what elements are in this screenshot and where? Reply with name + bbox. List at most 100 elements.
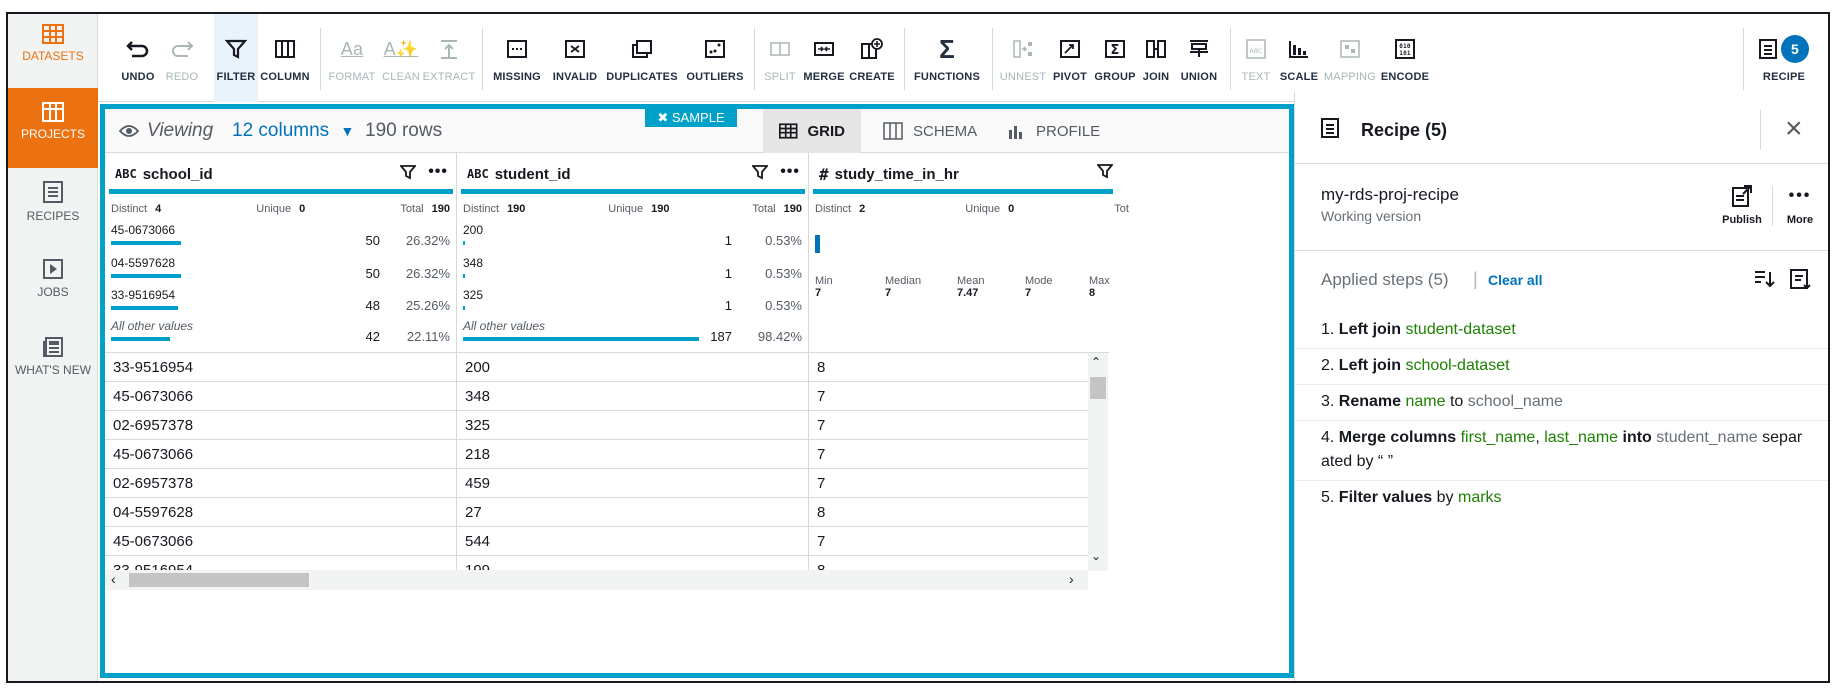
close-icon[interactable]: × (1785, 112, 1803, 145)
value-distribution-item[interactable]: 200 1 0.53% (463, 223, 802, 248)
recipe-step-1[interactable]: 1. Left join student-dataset (1295, 312, 1828, 349)
functions-button[interactable]: Σ FUNCTIONS (910, 14, 984, 102)
nav-datasets[interactable]: DATASETS (8, 24, 98, 88)
nav-recipes[interactable]: RECIPES (8, 180, 98, 240)
table-row[interactable]: 04-5597628 27 8 (105, 498, 1088, 527)
unnest-button[interactable]: UNNEST (998, 14, 1048, 102)
table-cell[interactable]: 04-5597628 (105, 498, 457, 527)
mapping-button[interactable]: MAPPING (1322, 14, 1378, 102)
recipe-step-5[interactable]: 5. Filter values by marks (1321, 489, 1502, 506)
table-row[interactable]: 45-0673066 544 7 (105, 527, 1088, 556)
table-cell[interactable]: 8 (817, 504, 826, 521)
value-distribution-item[interactable]: 45-0673066 50 26.32% (111, 223, 450, 248)
scroll-up-icon[interactable]: ⌃ (1091, 355, 1102, 369)
table-cell[interactable]: 7 (817, 475, 826, 492)
more-button[interactable]: ••• More (1773, 184, 1827, 226)
recipe-toggle-button[interactable]: 5 RECIPE (1750, 14, 1818, 102)
import-steps-icon[interactable] (1753, 268, 1775, 290)
scroll-right-icon[interactable]: › (1069, 571, 1074, 587)
more-actions-icon[interactable]: ••• (780, 163, 800, 180)
scale-button[interactable]: SCALE (1278, 14, 1320, 102)
table-cell[interactable]: 7 (817, 388, 826, 405)
download-recipe-icon[interactable] (1789, 268, 1811, 290)
duplicates-button[interactable]: DUPLICATES (604, 14, 680, 102)
recipe-step-2[interactable]: 2. Left join school-dataset (1295, 348, 1828, 385)
scrollbar-thumb[interactable] (129, 573, 309, 587)
table-cell[interactable]: 02-6957378 (105, 469, 457, 498)
nav-whats-new[interactable]: WHAT'S NEW (8, 336, 98, 396)
table-row[interactable]: 33-9516954 200 8 (105, 353, 1088, 382)
publish-button[interactable]: Publish (1715, 184, 1769, 226)
table-cell[interactable]: 33-9516954 (105, 353, 457, 382)
clear-all-link[interactable]: Clear all (1488, 272, 1543, 288)
table-cell[interactable]: 8 (817, 359, 826, 376)
nav-jobs[interactable]: JOBS (8, 258, 98, 318)
tab-profile[interactable]: PROFILE (990, 109, 1116, 153)
merge-button[interactable]: MERGE (802, 14, 846, 102)
table-cell[interactable]: 218 (457, 440, 809, 469)
column-button[interactable]: COLUMN (260, 14, 310, 102)
table-cell[interactable]: 459 (457, 469, 809, 498)
format-button[interactable]: Aa FORMAT (328, 14, 376, 102)
union-button[interactable]: UNION (1176, 14, 1222, 102)
value-distribution-item[interactable]: All other values 42 22.11% (111, 319, 450, 344)
table-cell[interactable]: 45-0673066 (105, 382, 457, 411)
table-row[interactable]: 33-95169541998 (105, 556, 1088, 570)
scroll-left-icon[interactable]: ‹ (111, 571, 116, 587)
scroll-down-icon[interactable]: ⌄ (1091, 549, 1102, 563)
table-cell[interactable]: 348 (457, 382, 809, 411)
recipe-step-3[interactable]: 3. Rename name to school_name (1295, 384, 1828, 421)
encode-button[interactable]: 010 101 ENCODE (1380, 14, 1430, 102)
table-cell[interactable]: 325 (457, 411, 809, 440)
scrollbar-thumb[interactable] (1090, 377, 1106, 399)
vertical-scrollbar[interactable]: ⌃ ⌄ (1088, 353, 1108, 571)
undo-button[interactable]: UNDO (116, 14, 160, 102)
nav-projects[interactable]: PROJECTS (8, 88, 98, 168)
table-cell[interactable]: 45-0673066 (105, 440, 457, 469)
column-header-school-id[interactable]: ABC school_id ••• (105, 153, 457, 195)
horizontal-scrollbar[interactable]: ‹ › (105, 570, 1088, 590)
recipe-step-4[interactable]: 4. Merge columns first_name, last_name i… (1295, 420, 1828, 481)
tab-schema[interactable]: SCHEMA (867, 109, 993, 153)
tab-grid[interactable]: GRID (763, 109, 861, 153)
value-distribution-item[interactable]: 33-9516954 48 25.26% (111, 288, 450, 313)
filter-icon[interactable] (400, 164, 417, 180)
join-button[interactable]: JOIN (1138, 14, 1174, 102)
value-distribution-item[interactable]: 348 1 0.53% (463, 256, 802, 281)
table-cell[interactable]: 27 (457, 498, 809, 527)
value-distribution-item[interactable]: All other values 187 98.42% (463, 319, 802, 344)
table-row[interactable]: 45-0673066 348 7 (105, 382, 1088, 411)
table-row[interactable]: 02-6957378 459 7 (105, 469, 1088, 498)
value-distribution-item[interactable]: 325 1 0.53% (463, 288, 802, 313)
table-cell[interactable]: 199 (457, 556, 809, 570)
table-cell[interactable]: 7 (817, 417, 826, 434)
table-cell[interactable]: 544 (457, 527, 809, 556)
table-cell[interactable]: 33-9516954 (105, 556, 457, 570)
outliers-button[interactable]: OUTLIERS (684, 14, 746, 102)
table-cell[interactable]: 7 (817, 533, 826, 550)
more-actions-icon[interactable]: ••• (428, 163, 448, 180)
pivot-button[interactable]: PIVOT (1050, 14, 1090, 102)
create-button[interactable]: CREATE (848, 14, 896, 102)
missing-button[interactable]: MISSING (490, 14, 544, 102)
redo-button[interactable]: REDO (162, 14, 202, 102)
table-cell[interactable]: 8 (809, 556, 1088, 570)
text-button[interactable]: ABC TEXT (1236, 14, 1276, 102)
extract-button[interactable]: EXTRACT (423, 14, 475, 102)
table-cell[interactable]: 7 (817, 446, 826, 463)
table-row[interactable]: 02-6957378 325 7 (105, 411, 1088, 440)
filter-button[interactable]: FILTER (214, 14, 258, 102)
columns-dropdown[interactable]: 12 columns ▼ (232, 120, 354, 142)
invalid-button[interactable]: INVALID (550, 14, 600, 102)
group-button[interactable]: Σ GROUP (1092, 14, 1138, 102)
column-header-study-time[interactable]: # study_time_in_hr (809, 153, 1113, 195)
table-cell[interactable]: 02-6957378 (105, 411, 457, 440)
value-distribution-item[interactable]: 04-5597628 50 26.32% (111, 256, 450, 281)
column-header-student-id[interactable]: ABC student_id ••• (457, 153, 809, 195)
table-row[interactable]: 45-0673066 218 7 (105, 440, 1088, 469)
table-cell[interactable]: 200 (457, 353, 809, 382)
filter-icon[interactable] (752, 164, 769, 180)
sample-badge[interactable]: ✖ SAMPLE (645, 109, 737, 127)
clean-button[interactable]: A✨ CLEAN (380, 14, 422, 102)
table-cell[interactable]: 45-0673066 (105, 527, 457, 556)
